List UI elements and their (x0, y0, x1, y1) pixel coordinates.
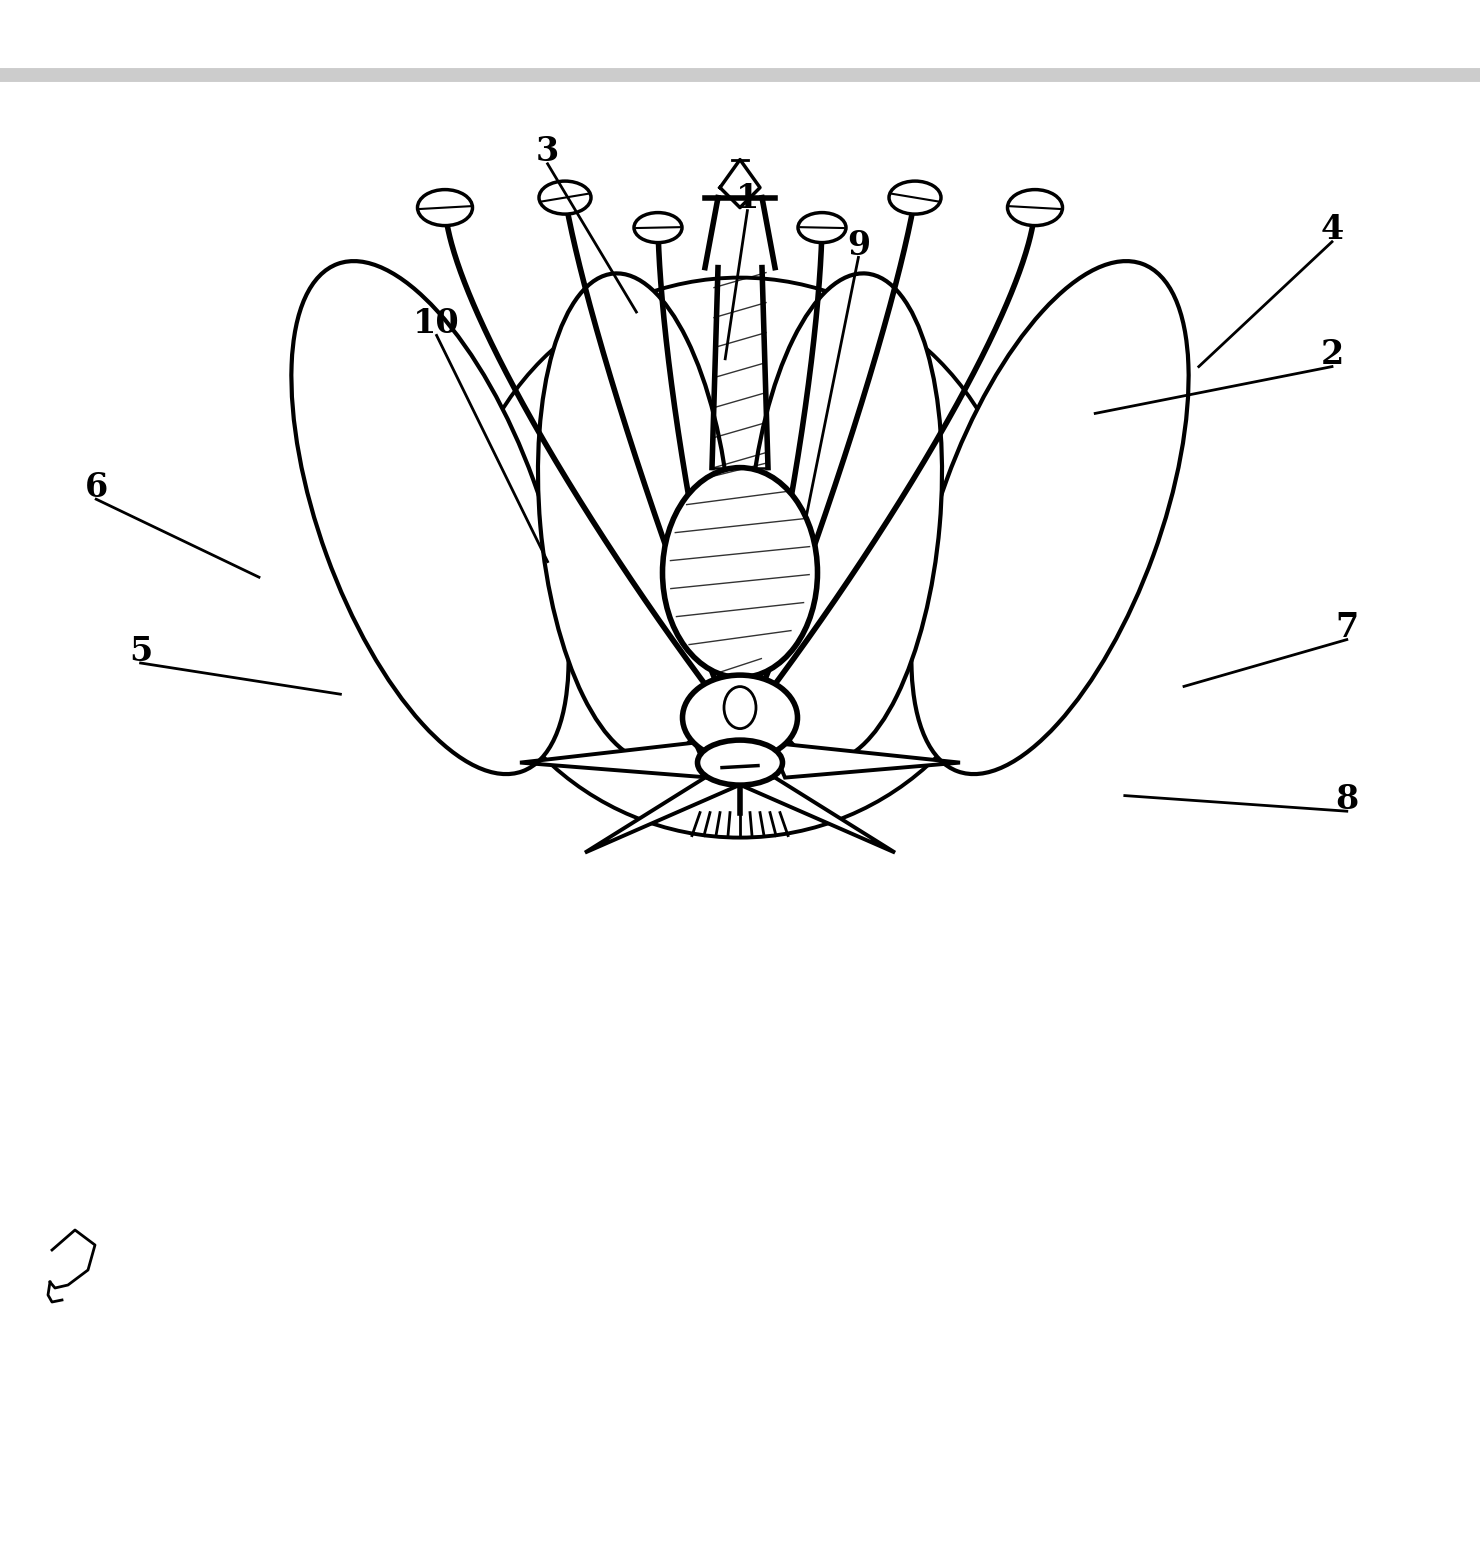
Ellipse shape (682, 675, 798, 760)
Ellipse shape (912, 261, 1188, 774)
Text: 6: 6 (84, 471, 108, 504)
Text: 4: 4 (1320, 214, 1344, 246)
Text: 2: 2 (1320, 339, 1344, 371)
Ellipse shape (889, 181, 941, 214)
Polygon shape (519, 743, 710, 777)
Text: 7: 7 (1335, 612, 1359, 644)
Polygon shape (770, 743, 961, 777)
Text: 1: 1 (736, 183, 759, 215)
Ellipse shape (417, 190, 472, 226)
Text: 9: 9 (847, 229, 870, 262)
Text: 5: 5 (129, 635, 152, 668)
Polygon shape (736, 777, 895, 853)
Ellipse shape (798, 212, 847, 243)
Ellipse shape (633, 212, 682, 243)
Ellipse shape (724, 686, 756, 729)
Ellipse shape (747, 273, 941, 761)
Text: 3: 3 (536, 136, 559, 168)
Ellipse shape (1008, 190, 1063, 226)
Ellipse shape (663, 468, 817, 677)
Ellipse shape (539, 181, 591, 214)
Text: 8: 8 (1335, 783, 1359, 816)
Ellipse shape (697, 739, 783, 785)
Ellipse shape (292, 261, 568, 774)
Text: 10: 10 (413, 307, 460, 340)
Polygon shape (585, 777, 744, 853)
Ellipse shape (539, 273, 733, 761)
